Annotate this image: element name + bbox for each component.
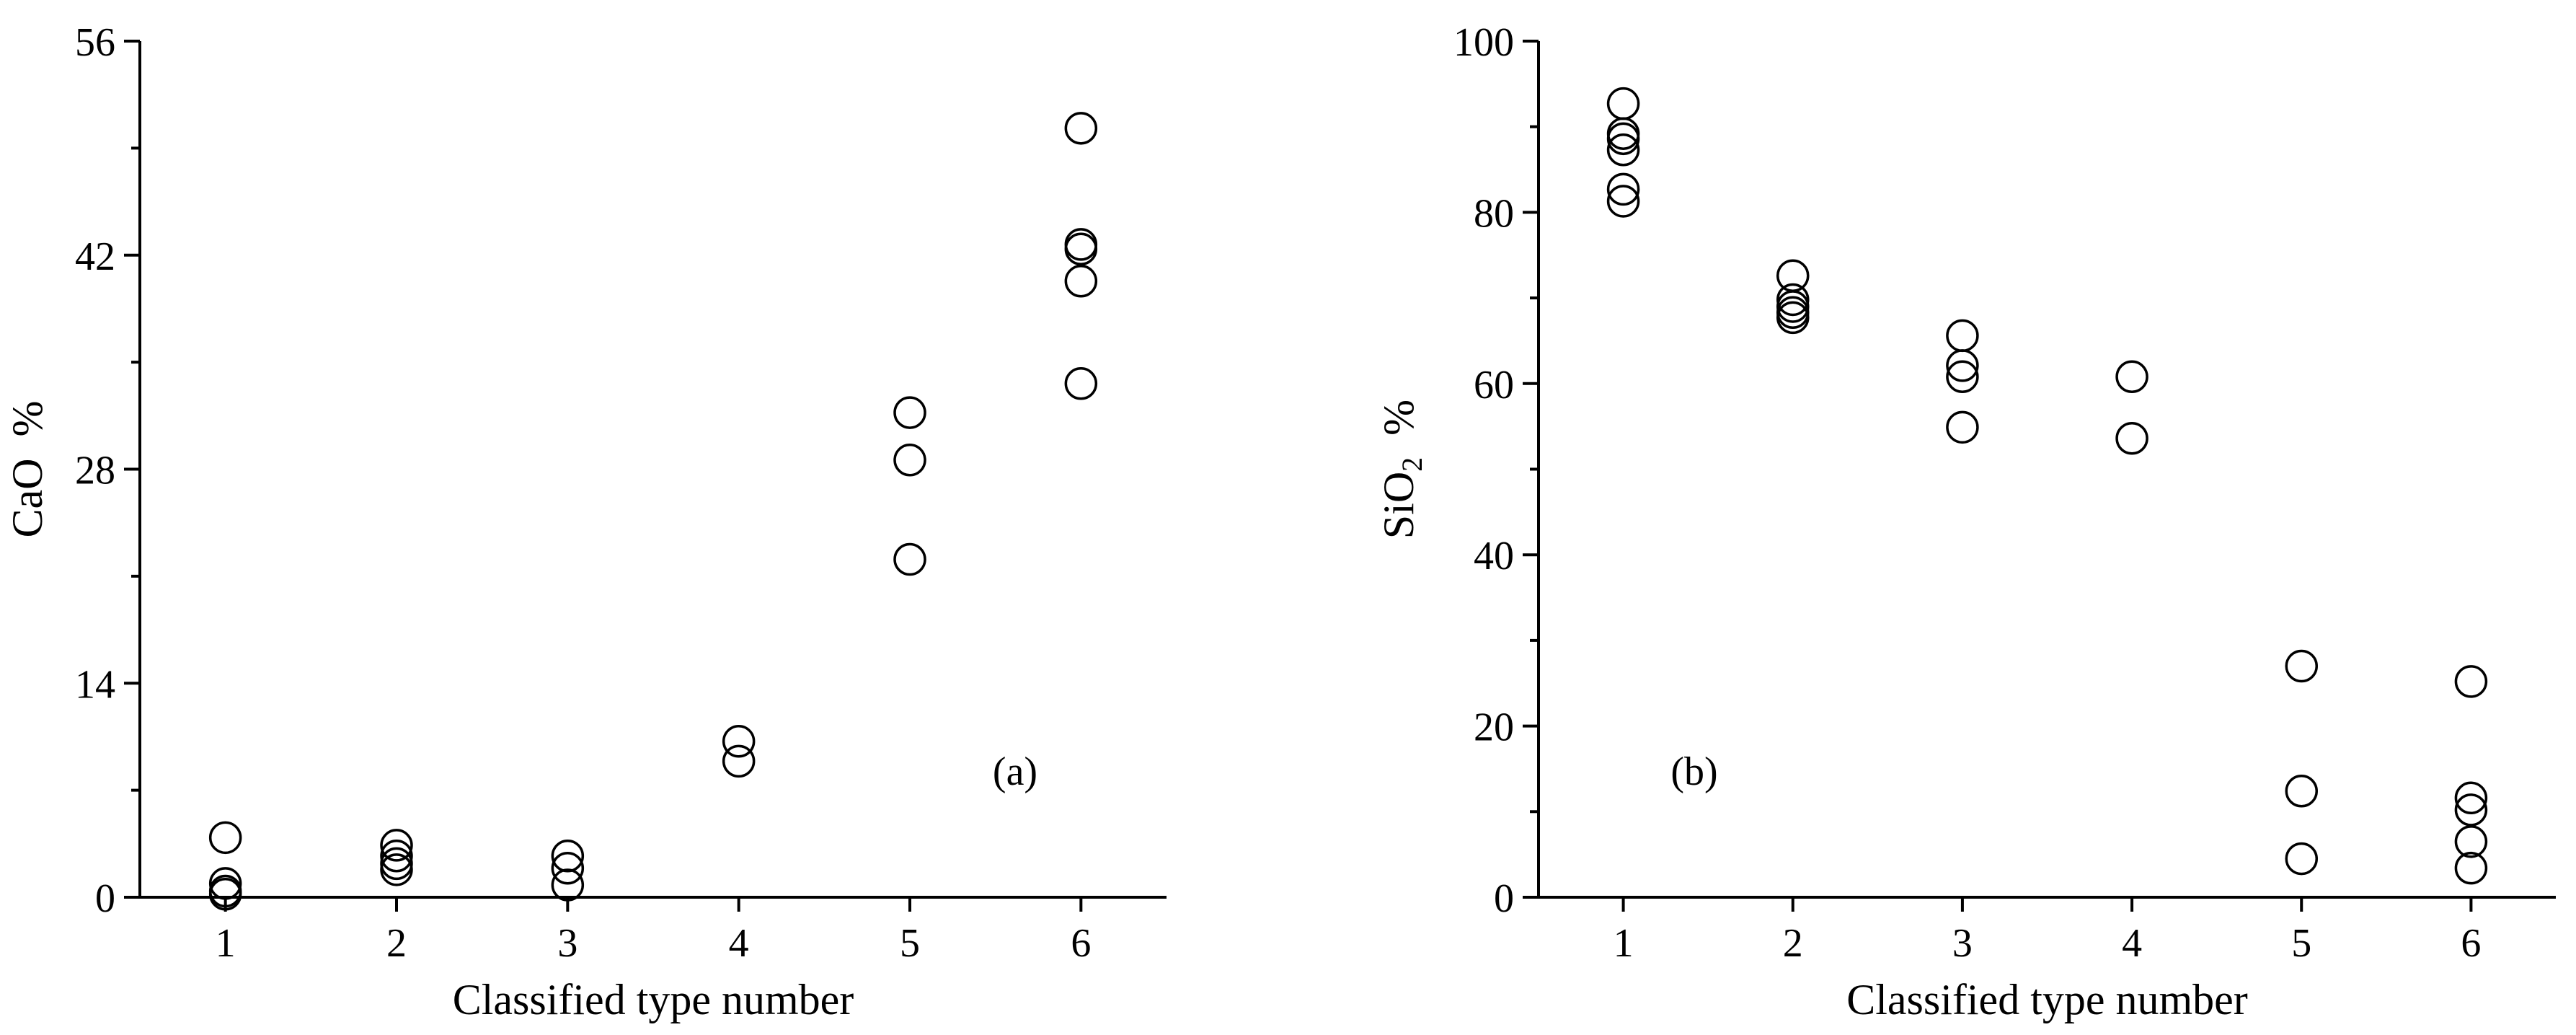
panel-b-data-point [1606, 122, 1640, 156]
panel-a-data-point [893, 444, 926, 477]
panel-b-data-point [2285, 649, 2318, 683]
panel-a-data-point [208, 867, 242, 900]
panel-b-x-tick-label: 1 [1614, 921, 1634, 966]
panel-a-x-tick-label: 4 [729, 921, 749, 966]
panel-b-data-point [2454, 851, 2488, 885]
panel-a-y-tick-label: 14 [75, 662, 115, 707]
panel-a-x-tick-label: 3 [557, 921, 577, 966]
panel-a-data-point [1064, 232, 1098, 266]
panel-a-data-point [551, 868, 585, 902]
panel-b-x-tick-label: 3 [1952, 921, 1973, 966]
panel-b-x-tick-label: 6 [2461, 921, 2481, 966]
panel-a-y-axis-label: CaO% [4, 401, 51, 538]
panel-a-data-point [1064, 265, 1098, 298]
panel-b-data-point [1776, 283, 1810, 317]
panel-a-data-point [722, 725, 756, 758]
panel-b-x-tick-label: 2 [1783, 921, 1803, 966]
panel-a-x-tick-label: 6 [1071, 921, 1091, 966]
panel-b-data-point [2285, 842, 2318, 876]
panel-b-data-point [2454, 665, 2488, 698]
panel-a-data-point [722, 744, 756, 778]
panel-a-x-ticks: 1 2 3 4 5 6 [216, 897, 1091, 966]
panel-a-label: (a) [993, 749, 1037, 794]
panel-b-points [1606, 87, 2488, 885]
panel-b-y-tick-label: 60 [1474, 363, 1514, 408]
panel-a-data-point [893, 396, 926, 429]
panel-a-y-axis-label-unit: % [4, 401, 51, 437]
panel-a-data-point [208, 878, 242, 911]
panel-b-x-ticks: 1 2 3 4 5 6 [1614, 897, 2481, 966]
panel-b-data-point [1606, 133, 1640, 167]
panel-b-data-point [1776, 301, 1810, 335]
panel-a-y-tick-label: 0 [95, 876, 115, 921]
panel-b-y-tick-label: 100 [1453, 20, 1514, 65]
panel-a-y-axis-label-main: CaO [4, 459, 51, 538]
panel-b-data-point [1946, 349, 1979, 382]
panel-b-data-point [2454, 793, 2488, 827]
panel-a-x-axis-label: Classified type number [453, 976, 854, 1023]
panel-a-data-point [551, 851, 585, 885]
panel-a-y-tick-label: 42 [75, 234, 115, 279]
panel-b-label: (b) [1670, 749, 1717, 794]
panel-a-y-ticks: 0 14 28 42 56 [75, 20, 140, 921]
panel-b-y-tick-label: 80 [1474, 191, 1514, 236]
panel-a-data-point [380, 829, 413, 862]
panel-a-data-point [893, 542, 926, 576]
panel-a-x-tick-label: 2 [386, 921, 407, 966]
panel-b-data-point [1606, 172, 1640, 206]
panel-b-y-axis-label-main: SiO [1375, 472, 1422, 539]
panel-a-y-tick-label: 28 [75, 449, 115, 493]
panel-b-y-tick-label: 40 [1474, 534, 1514, 578]
panel-b-data-point [2285, 775, 2318, 808]
panel-b-data-point [2454, 825, 2488, 858]
panel-b-y-axis-label-unit: % [1375, 400, 1422, 436]
panel-a-x-tick-label: 5 [900, 921, 920, 966]
panel-b-data-point [1946, 410, 1979, 444]
panel-a-y-tick-label: 56 [75, 20, 115, 65]
panel-b-y-axis-label: SiO2% [1375, 400, 1428, 539]
panel-a-points [208, 112, 1098, 911]
panel-b-data-point [1606, 185, 1640, 218]
panel-a-data-point [208, 821, 242, 855]
panel-b-y-tick-label: 20 [1474, 705, 1514, 750]
panel-b-data-point [1946, 360, 1979, 394]
panel-b: 0 20 40 60 80 100 1 2 3 4 5 6 Classified type numb… [1375, 20, 2556, 1023]
panel-b-data-point [2115, 360, 2148, 394]
panel-a-data-point [1064, 367, 1098, 400]
panel-b-x-axis-label: Classified type number [1846, 976, 2248, 1023]
panel-b-y-axis-label-sub: 2 [1396, 457, 1428, 472]
panel-b-y-tick-label: 0 [1494, 876, 1514, 921]
panel-b-data-point [2454, 781, 2488, 815]
panel-a-data-point [380, 853, 413, 886]
panel-b-data-point [2115, 422, 2148, 455]
panel-b-y-ticks: 0 20 40 60 80 100 [1453, 20, 1539, 921]
panel-a-data-point [1064, 112, 1098, 145]
panel-a-data-point [380, 840, 413, 873]
panel-a-x-tick-label: 1 [216, 921, 236, 966]
panel-b-x-tick-label: 4 [2122, 921, 2142, 966]
panel-b-x-tick-label: 5 [2291, 921, 2311, 966]
